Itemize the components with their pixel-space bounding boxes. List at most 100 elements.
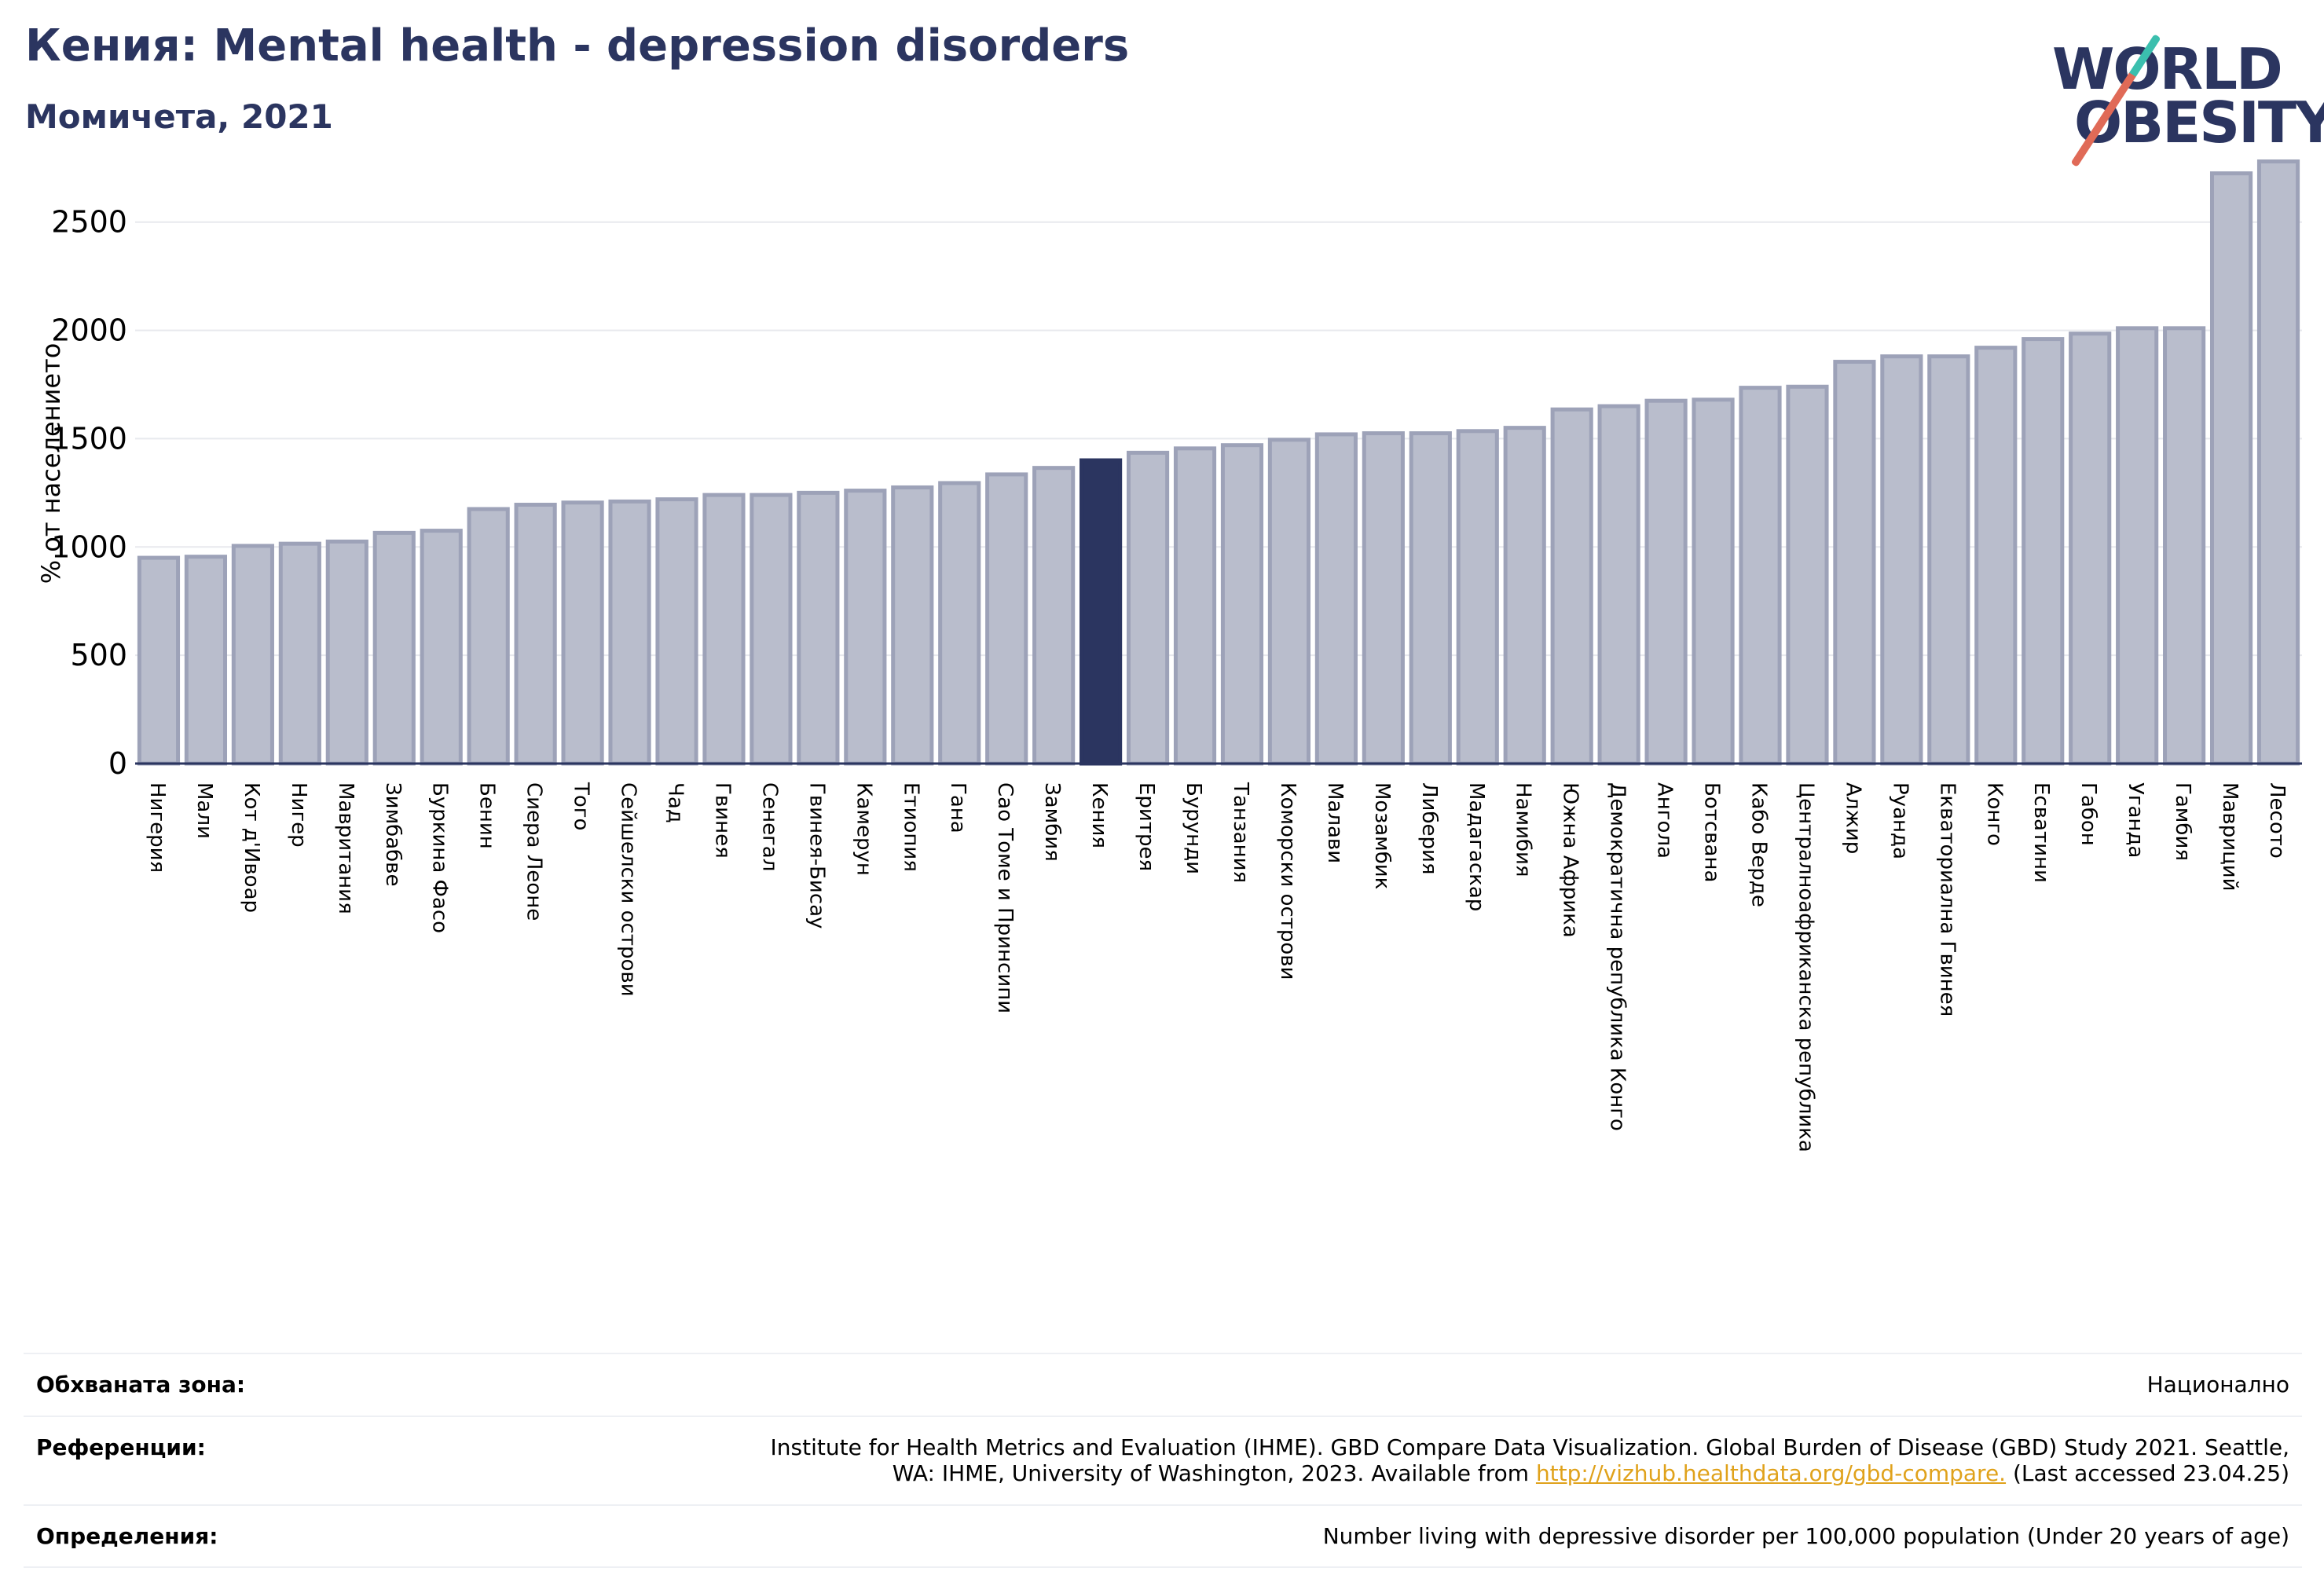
y-tick-label: 1000 <box>51 529 127 564</box>
chart-footer: Обхваната зона: Национално Референции: I… <box>24 1353 2302 1569</box>
x-tick-label: Мали <box>192 782 216 839</box>
bar <box>1173 446 1217 766</box>
x-tick-label: Замбия <box>1040 782 1064 862</box>
x-tick-label: Етиопия <box>899 782 922 872</box>
y-tick-label: 2500 <box>51 205 127 240</box>
references-text-line1: Institute for Health Metrics and Evaluat… <box>770 1434 2289 1460</box>
footer-row-references: Референции: Institute for Health Metrics… <box>24 1415 2302 1504</box>
bar <box>325 539 368 766</box>
x-tick-label: Сиера Леоне <box>522 782 546 921</box>
x-tick-label: Мавритания <box>334 782 357 914</box>
references-label: Референции: <box>36 1434 206 1460</box>
footer-row-coverage: Обхваната зона: Национално <box>24 1353 2302 1416</box>
bar <box>2116 326 2159 766</box>
bar <box>467 507 510 766</box>
bar <box>2209 171 2253 766</box>
bar <box>1692 397 1735 766</box>
bar <box>278 541 321 766</box>
bar <box>891 485 934 766</box>
bar <box>561 500 604 766</box>
x-tick-label: Сао Томе и Принсипи <box>993 782 1017 1013</box>
x-tick-label: Бенин <box>475 782 499 849</box>
bar <box>1267 438 1311 766</box>
bar <box>2069 331 2112 766</box>
x-tick-label: Коморски острови <box>1276 782 1299 980</box>
x-tick-label: Ботсвана <box>1700 782 1724 882</box>
bar <box>655 497 698 766</box>
x-tick-label: Камерун <box>852 782 875 876</box>
x-tick-label: Чад <box>664 782 687 823</box>
bar <box>1974 346 2018 766</box>
x-tick-label: Намибия <box>1512 782 1535 877</box>
x-tick-label: Гвинея <box>710 782 734 859</box>
bar <box>702 493 746 766</box>
x-tick-label: Кабо Верде <box>1747 782 1771 907</box>
x-tick-label: Еритрея <box>1135 782 1158 871</box>
x-axis-tick-labels: Нигерия Мали Кот д'Ивоар Нигер Мавритания Зим… <box>145 782 2289 1152</box>
chart-subtitle: Момичета, 2021 <box>25 97 333 136</box>
x-tick-label: Зимбабве <box>381 782 405 887</box>
y-axis-label: % от населението <box>36 343 66 584</box>
bar <box>797 490 840 766</box>
x-tick-label: Кения <box>1087 782 1111 848</box>
y-tick-label: 0 <box>108 746 127 781</box>
logo-word-world: WORLD <box>2052 36 2283 102</box>
x-tick-label: Лесото <box>2265 782 2289 859</box>
x-tick-label: Демократична република Конго <box>1606 782 1629 1131</box>
bar <box>1362 431 1405 766</box>
bar <box>514 503 557 766</box>
x-tick-label: Того <box>570 782 593 830</box>
bar <box>137 555 181 766</box>
x-tick-label: Уганда <box>2124 782 2147 858</box>
x-tick-label: Мадагаскар <box>1464 782 1488 911</box>
x-tick-label: Ангола <box>1653 782 1677 859</box>
bar <box>985 472 1028 766</box>
bar-chart: 0 500 1000 1500 2000 2500 Нигерия Мали Кот д'Ив… <box>36 159 2302 1152</box>
bar <box>420 529 463 766</box>
definitions-value: Number living with depressive disorder p… <box>1322 1522 2289 1549</box>
x-tick-label: Кот д'Ивоар <box>240 782 263 913</box>
x-tick-label: Централноафриканска република <box>1794 782 1817 1152</box>
x-tick-label: Сенегал <box>757 782 781 871</box>
world-obesity-logo: WORLD OBESITY <box>2043 24 2324 167</box>
bar <box>372 530 416 766</box>
bar <box>1550 407 1593 766</box>
references-text-line3: (Last accessed 23.04.25) <box>2006 1460 2289 1487</box>
bar <box>1032 466 1076 766</box>
bar <box>1644 398 1688 766</box>
x-tick-label: Бурунди <box>1182 782 1205 874</box>
chart-title: Кения: Mental health - depression disord… <box>25 20 1130 71</box>
bar <box>1314 432 1358 766</box>
x-tick-label: Екваториална Гвинея <box>1935 782 1959 1016</box>
x-tick-label: Малави <box>1323 782 1347 863</box>
bar <box>1833 360 1876 766</box>
x-tick-label: Гана <box>946 782 970 833</box>
x-tick-label: Буркина Фасо <box>428 782 452 933</box>
bar <box>608 499 651 766</box>
y-axis-tick-labels: 0 500 1000 1500 2000 2500 <box>51 205 127 781</box>
y-tick-label: 500 <box>70 638 127 672</box>
x-tick-label: Сейшелски острови <box>617 782 640 997</box>
references-link[interactable]: http://vizhub.healthdata.org/gbd-compare… <box>1535 1460 2007 1487</box>
x-tick-label: Южна Африка <box>1559 782 1582 938</box>
x-tick-label: Габон <box>2077 782 2100 846</box>
x-tick-label: Мозамбик <box>1370 782 1394 889</box>
references-value: Institute for Health Metrics and Evaluat… <box>771 1434 2289 1487</box>
definitions-label: Определения: <box>36 1522 218 1549</box>
x-tick-label: Алжир <box>1841 782 1864 854</box>
bar <box>1786 384 1829 766</box>
x-tick-label: Либерия <box>1417 782 1441 875</box>
x-tick-label: Нигерия <box>145 782 169 873</box>
bar <box>1220 443 1264 766</box>
bar <box>184 555 228 766</box>
x-tick-label: Гвинея-Бисау <box>805 782 828 929</box>
x-tick-label: Танзания <box>1229 782 1252 883</box>
x-tick-label: Нигер <box>287 782 310 848</box>
bar <box>1456 429 1499 766</box>
y-tick-label: 2000 <box>51 313 127 348</box>
y-tick-label: 1500 <box>51 421 127 456</box>
bar <box>1126 450 1170 766</box>
bar <box>231 544 274 766</box>
x-tick-label: Руанда <box>1888 782 1912 859</box>
x-tick-label: Есватини <box>2029 782 2053 883</box>
